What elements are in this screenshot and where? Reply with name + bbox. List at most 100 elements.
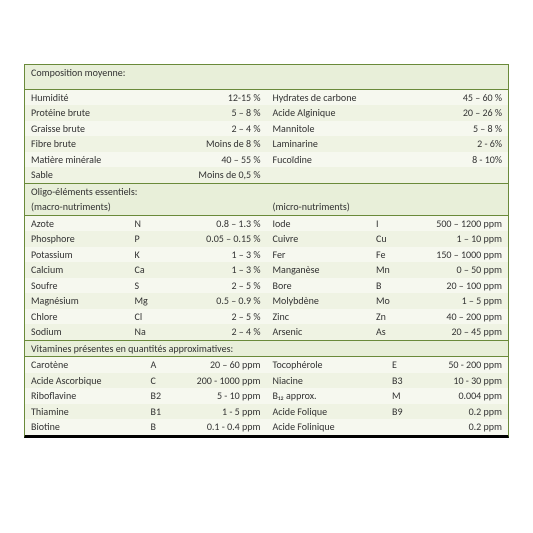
element-value: 0.1 - 0.4 ppm [179, 420, 261, 434]
element-symbol: Zn [376, 310, 412, 324]
element-symbol: Mn [376, 263, 412, 277]
element-symbol: N [135, 217, 171, 231]
comp-name: Graisse brute [31, 122, 146, 136]
comp-value: Moins de 8 % [146, 137, 261, 151]
comp-name: Laminarine [273, 137, 388, 151]
composition-sheet: Composition moyenne: Humidité12-15 % Hydr… [24, 64, 509, 438]
element-symbol: S [135, 279, 171, 293]
element-value: 0.004 ppm [420, 389, 502, 403]
comp-value: 2 - 6% [387, 137, 502, 151]
comp-value: 5 – 8 % [146, 106, 261, 120]
element-name: Cuivre [273, 232, 377, 246]
element-symbol: B9 [392, 405, 420, 419]
comp-name: Humidité [31, 91, 146, 105]
element-name: Riboflavine [31, 389, 151, 403]
table-row: Acide AscorbiqueC200 - 1000 ppm NiacineB3… [25, 373, 508, 389]
element-value: 500 – 1200 ppm [412, 217, 502, 231]
element-symbol: Mo [376, 294, 412, 308]
comp-value: 5 – 8 % [387, 122, 502, 136]
element-name: Azote [31, 217, 135, 231]
element-symbol: B [376, 279, 412, 293]
element-name: Manganèse [273, 263, 377, 277]
section2-title-right: (micro-nutriments) [267, 199, 509, 215]
element-name: Phosphore [31, 232, 135, 246]
element-symbol: P [135, 232, 171, 246]
element-symbol: E [392, 358, 420, 372]
section2-header: Oligo-éléments essentiels: (macro-nutrim… [25, 183, 508, 216]
element-name: Molybdène [273, 294, 377, 308]
element-symbol: Cl [135, 310, 171, 324]
element-value: 5 - 10 ppm [179, 389, 261, 403]
element-value: 50 - 200 ppm [420, 358, 502, 372]
element-value: 2 – 5 % [171, 279, 261, 293]
element-symbol: Na [135, 325, 171, 339]
element-symbol: B3 [392, 374, 420, 388]
element-value: 40 – 200 ppm [412, 310, 502, 324]
table-row: Humidité12-15 %Hydrates de carbone45 – 6… [25, 90, 508, 106]
comp-name: Matière minérale [31, 153, 146, 167]
table-row: PhosphoreP0.05 – 0.15 %CuivreCu1 – 10 pp… [25, 231, 508, 247]
element-symbol: K [135, 248, 171, 262]
table-row: Protéine brute5 – 8 % Acide Alginique20 –… [25, 105, 508, 121]
comp-value: 12-15 % [146, 91, 261, 105]
section2-title-left-2: (macro-nutriments) [25, 199, 267, 215]
element-symbol: B [151, 420, 179, 434]
element-value: 0.05 – 0.15 % [171, 232, 261, 246]
comp-name: Sable [31, 168, 146, 182]
element-name: Acide Folique [273, 405, 393, 419]
element-name: Bore [273, 279, 377, 293]
element-name: Niacine [273, 374, 393, 388]
element-value: 20 – 100 ppm [412, 279, 502, 293]
element-name: B₁₂ approx. [273, 389, 393, 403]
comp-name: Hydrates de carbone [273, 91, 388, 105]
element-value: 20 – 45 ppm [412, 325, 502, 339]
table-row: CalciumCa1 – 3 %ManganèseMn0 – 50 ppm [25, 262, 508, 278]
table-row: RiboflavineB25 - 10 ppmB₁₂ approx.M0.004… [25, 388, 508, 404]
section3-body: CarotèneA20 – 60 ppmTocophéroleE50 - 200… [25, 357, 508, 435]
element-symbol: Cu [376, 232, 412, 246]
section1-header: Composition moyenne: [25, 65, 508, 90]
element-symbol: C [151, 374, 179, 388]
table-row: PotassiumK1 – 3 %FerFe150 – 1000 ppm [25, 247, 508, 263]
element-name: Acide Folinique [273, 420, 393, 434]
element-value: 1 - 5 ppm [179, 405, 261, 419]
element-name: Chlore [31, 310, 135, 324]
element-value: 200 - 1000 ppm [179, 374, 261, 388]
table-row: Fibre bruteMoins de 8 % Laminarine2 - 6% [25, 136, 508, 152]
element-value: 20 – 60 ppm [179, 358, 261, 372]
element-symbol [392, 420, 420, 434]
element-value: 0 – 50 ppm [412, 263, 502, 277]
table-row: Matière minérale40 – 55 %Fucoïdine8 - 10… [25, 152, 508, 168]
element-name: Carotène [31, 358, 151, 372]
element-symbol: B1 [151, 405, 179, 419]
element-value: 0.2 ppm [420, 420, 502, 434]
element-name: Zinc [273, 310, 377, 324]
comp-value: 8 - 10% [387, 153, 502, 167]
element-value: 1 – 3 % [171, 248, 261, 262]
comp-name: Protéine brute [31, 106, 146, 120]
element-name: Iode [273, 217, 377, 231]
element-symbol: Ca [135, 263, 171, 277]
comp-name: Fibre brute [31, 137, 146, 151]
element-value: 10 - 30 ppm [420, 374, 502, 388]
element-name: Biotine [31, 420, 151, 434]
comp-value: 20 – 26 % [387, 106, 502, 120]
comp-name: Fucoïdine [273, 153, 388, 167]
table-row: MagnésiumMg0.5 – 0.9 %MolybdèneMo1 – 5 p… [25, 293, 508, 309]
element-value: 2 – 5 % [171, 310, 261, 324]
comp-name: Mannitole [273, 122, 388, 136]
element-name: Arsenic [273, 325, 377, 339]
comp-value: 2 – 4 % [146, 122, 261, 136]
element-value: 1 – 3 % [171, 263, 261, 277]
element-symbol: I [376, 217, 412, 231]
table-row: ThiamineB11 - 5 ppmAcide FoliqueB90.2 pp… [25, 404, 508, 420]
element-name: Potassium [31, 248, 135, 262]
element-name: Acide Ascorbique [31, 374, 151, 388]
element-value: 1 – 5 ppm [412, 294, 502, 308]
element-symbol: As [376, 325, 412, 339]
table-row: Graisse brute2 – 4 % Mannitole5 – 8 % [25, 121, 508, 137]
comp-name: Acide Alginique [273, 106, 388, 120]
element-symbol: Fe [376, 248, 412, 262]
element-value: 0.2 ppm [420, 405, 502, 419]
element-symbol: A [151, 358, 179, 372]
